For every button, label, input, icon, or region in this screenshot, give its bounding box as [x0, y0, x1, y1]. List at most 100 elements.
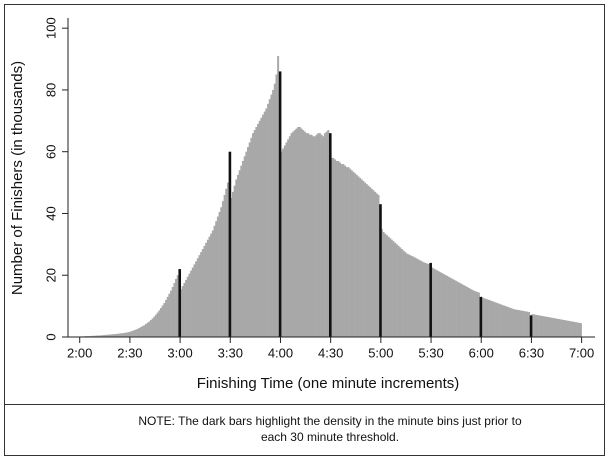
bar — [220, 207, 223, 337]
bar — [365, 184, 368, 337]
bar — [432, 268, 435, 337]
bar — [369, 187, 372, 337]
bar — [183, 282, 186, 337]
y-tick-label: 100 — [43, 17, 58, 39]
bar — [501, 304, 504, 337]
bar — [355, 174, 358, 337]
bar — [243, 156, 246, 337]
bar — [149, 320, 152, 337]
bar — [459, 283, 462, 337]
note: each 30 minute threshold. — [261, 430, 399, 444]
bar — [380, 228, 383, 337]
bar — [474, 291, 477, 337]
bar — [231, 191, 234, 337]
x-axis-title: Finishing Time (one minute increments) — [197, 375, 460, 392]
x-tick-label: 5:30 — [418, 345, 443, 360]
bar — [496, 303, 499, 337]
bar — [568, 320, 571, 337]
bar — [303, 131, 306, 337]
bar — [96, 335, 99, 337]
bar — [302, 130, 305, 337]
bar — [352, 171, 355, 337]
bar — [320, 134, 323, 337]
bar — [272, 89, 275, 337]
bar — [317, 133, 320, 337]
bar — [434, 269, 437, 337]
bar — [494, 302, 497, 337]
bar — [235, 179, 238, 337]
highlight-bar — [278, 71, 282, 337]
bar — [308, 134, 311, 337]
bar — [287, 139, 290, 337]
bar — [211, 230, 214, 337]
bar — [449, 277, 452, 337]
bar — [210, 233, 213, 337]
bar — [390, 239, 393, 337]
bar — [382, 232, 385, 337]
bar — [360, 179, 363, 337]
bar — [477, 292, 480, 337]
bar — [573, 321, 576, 337]
bar — [340, 164, 343, 337]
bar — [576, 322, 579, 337]
bar — [362, 181, 365, 337]
bar — [427, 264, 430, 337]
x-tick-label: 2:00 — [67, 345, 92, 360]
bar — [337, 160, 340, 337]
bar — [426, 263, 428, 337]
bar — [526, 311, 529, 337]
bar — [297, 127, 300, 337]
bar — [257, 123, 260, 337]
bar — [223, 194, 226, 337]
bar — [389, 238, 392, 337]
bar — [181, 286, 184, 337]
bar — [233, 185, 236, 337]
x-tick-label: 2:30 — [117, 345, 142, 360]
bar — [344, 165, 347, 337]
bar — [397, 245, 400, 337]
bar — [262, 114, 265, 337]
bar — [442, 274, 445, 337]
bar — [436, 270, 439, 337]
bar — [569, 321, 572, 337]
bar — [544, 316, 547, 337]
bar — [139, 327, 142, 337]
bar — [265, 108, 268, 338]
bar — [464, 286, 467, 337]
bar — [310, 134, 313, 337]
bar — [218, 211, 221, 337]
bar — [551, 317, 554, 337]
bar — [313, 136, 316, 337]
bar — [357, 176, 360, 337]
bar — [504, 306, 507, 337]
bar — [293, 130, 296, 337]
bar — [513, 309, 515, 337]
bar — [170, 290, 173, 337]
bar — [116, 333, 119, 337]
bar — [138, 328, 141, 337]
bar — [103, 335, 106, 337]
bar — [153, 316, 156, 337]
bar — [457, 282, 460, 337]
bar — [441, 273, 444, 337]
bar — [367, 185, 370, 337]
bar — [196, 258, 199, 337]
bar — [518, 310, 521, 337]
bar — [203, 245, 206, 337]
bar — [201, 248, 204, 337]
bar — [312, 136, 315, 337]
y-tick-label: 40 — [43, 206, 58, 220]
bar — [335, 160, 338, 337]
bar — [347, 167, 350, 337]
bar — [469, 288, 472, 337]
bar — [444, 274, 447, 337]
bar — [374, 191, 377, 337]
bar — [134, 329, 137, 337]
bar — [240, 165, 243, 337]
bar — [292, 131, 295, 337]
bar — [258, 120, 261, 337]
bar — [98, 335, 101, 337]
bar — [387, 236, 390, 337]
bar — [476, 291, 479, 337]
